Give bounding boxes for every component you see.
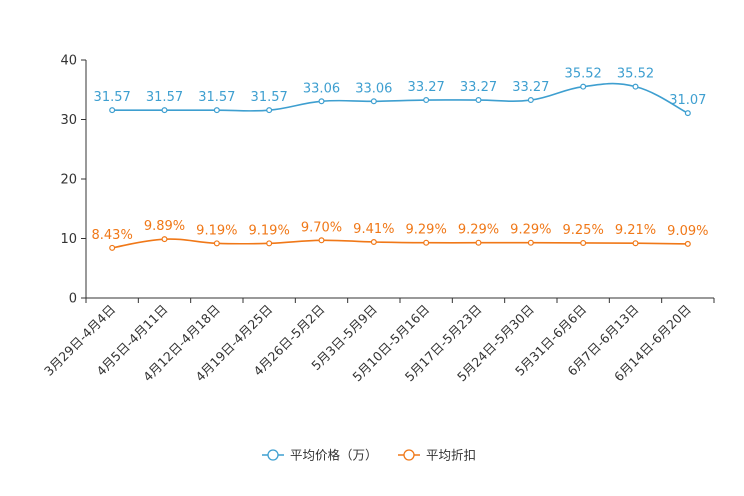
data-label: 9.89% xyxy=(144,219,185,234)
legend-marker xyxy=(267,449,279,461)
data-label: 9.29% xyxy=(458,223,499,238)
data-point xyxy=(266,240,273,247)
data-point xyxy=(213,107,220,114)
legend-label: 平均折扣 xyxy=(426,448,476,463)
data-point xyxy=(109,244,116,251)
data-point xyxy=(161,236,168,243)
series-0: 31.57 31.57 31.57 31.57 33.06 33.06 33.27 33.27… xyxy=(94,67,706,117)
data-point xyxy=(580,83,587,90)
data-point xyxy=(632,240,639,247)
y-tick-label: 0 xyxy=(69,292,77,307)
series-1: 8.43% 9.89% 9.19% 9.19% 9.70% 9.41% 9.29% 9.29%… xyxy=(92,219,708,251)
series-lines: 31.57 31.57 31.57 31.57 33.06 33.06 33.27 33.27… xyxy=(92,67,708,251)
data-point xyxy=(527,97,534,104)
data-label: 9.41% xyxy=(353,222,394,237)
y-tick-label: 30 xyxy=(60,113,77,128)
legend-item-0: 平均价格（万） xyxy=(262,448,378,463)
data-point xyxy=(161,107,168,114)
data-label: 31.57 xyxy=(146,90,183,105)
data-point xyxy=(370,239,377,246)
data-point xyxy=(318,237,325,244)
legend-label: 平均价格（万） xyxy=(290,448,378,463)
data-point xyxy=(684,240,691,247)
data-label: 9.09% xyxy=(667,224,708,239)
y-tick-label: 20 xyxy=(60,173,77,188)
data-label: 33.06 xyxy=(355,81,392,96)
legend: 平均价格（万） 平均折扣 xyxy=(262,448,476,463)
data-point xyxy=(475,239,482,246)
data-point xyxy=(475,97,482,104)
data-point xyxy=(213,240,220,247)
data-label: 33.27 xyxy=(512,80,549,95)
legend-marker xyxy=(403,449,415,461)
data-label: 9.21% xyxy=(615,223,656,238)
y-axis: 0 10 20 30 40 xyxy=(60,54,87,307)
x-axis: 3月29日-4月4日4月5日-4月11日4月12日-4月18日4月19日-4月2… xyxy=(41,297,715,384)
data-label: 8.43% xyxy=(92,228,133,243)
data-label: 9.29% xyxy=(406,223,447,238)
series-line xyxy=(112,238,688,249)
data-label: 9.25% xyxy=(563,223,604,238)
data-point xyxy=(684,110,691,117)
data-label: 35.52 xyxy=(565,67,602,82)
data-label: 35.52 xyxy=(617,67,654,82)
data-point xyxy=(527,239,534,246)
y-tick-label: 10 xyxy=(60,232,77,247)
data-point xyxy=(580,239,587,246)
data-label: 9.29% xyxy=(510,223,551,238)
legend-item-1: 平均折扣 xyxy=(398,448,476,463)
data-label: 33.06 xyxy=(303,81,340,96)
data-label: 31.57 xyxy=(198,90,235,105)
data-label: 31.07 xyxy=(669,93,706,108)
y-tick-label: 40 xyxy=(60,54,77,69)
data-point xyxy=(318,98,325,105)
data-point xyxy=(632,83,639,90)
data-label: 9.19% xyxy=(196,223,237,238)
data-point xyxy=(423,239,430,246)
data-point xyxy=(370,98,377,105)
data-label: 33.27 xyxy=(408,80,445,95)
series-line xyxy=(112,82,689,114)
data-label: 31.57 xyxy=(94,90,131,105)
data-point xyxy=(266,107,273,114)
data-point xyxy=(423,97,430,104)
data-point xyxy=(109,107,116,114)
data-label: 9.19% xyxy=(249,223,290,238)
data-label: 9.70% xyxy=(301,220,342,235)
data-label: 33.27 xyxy=(460,80,497,95)
data-label: 31.57 xyxy=(251,90,288,105)
